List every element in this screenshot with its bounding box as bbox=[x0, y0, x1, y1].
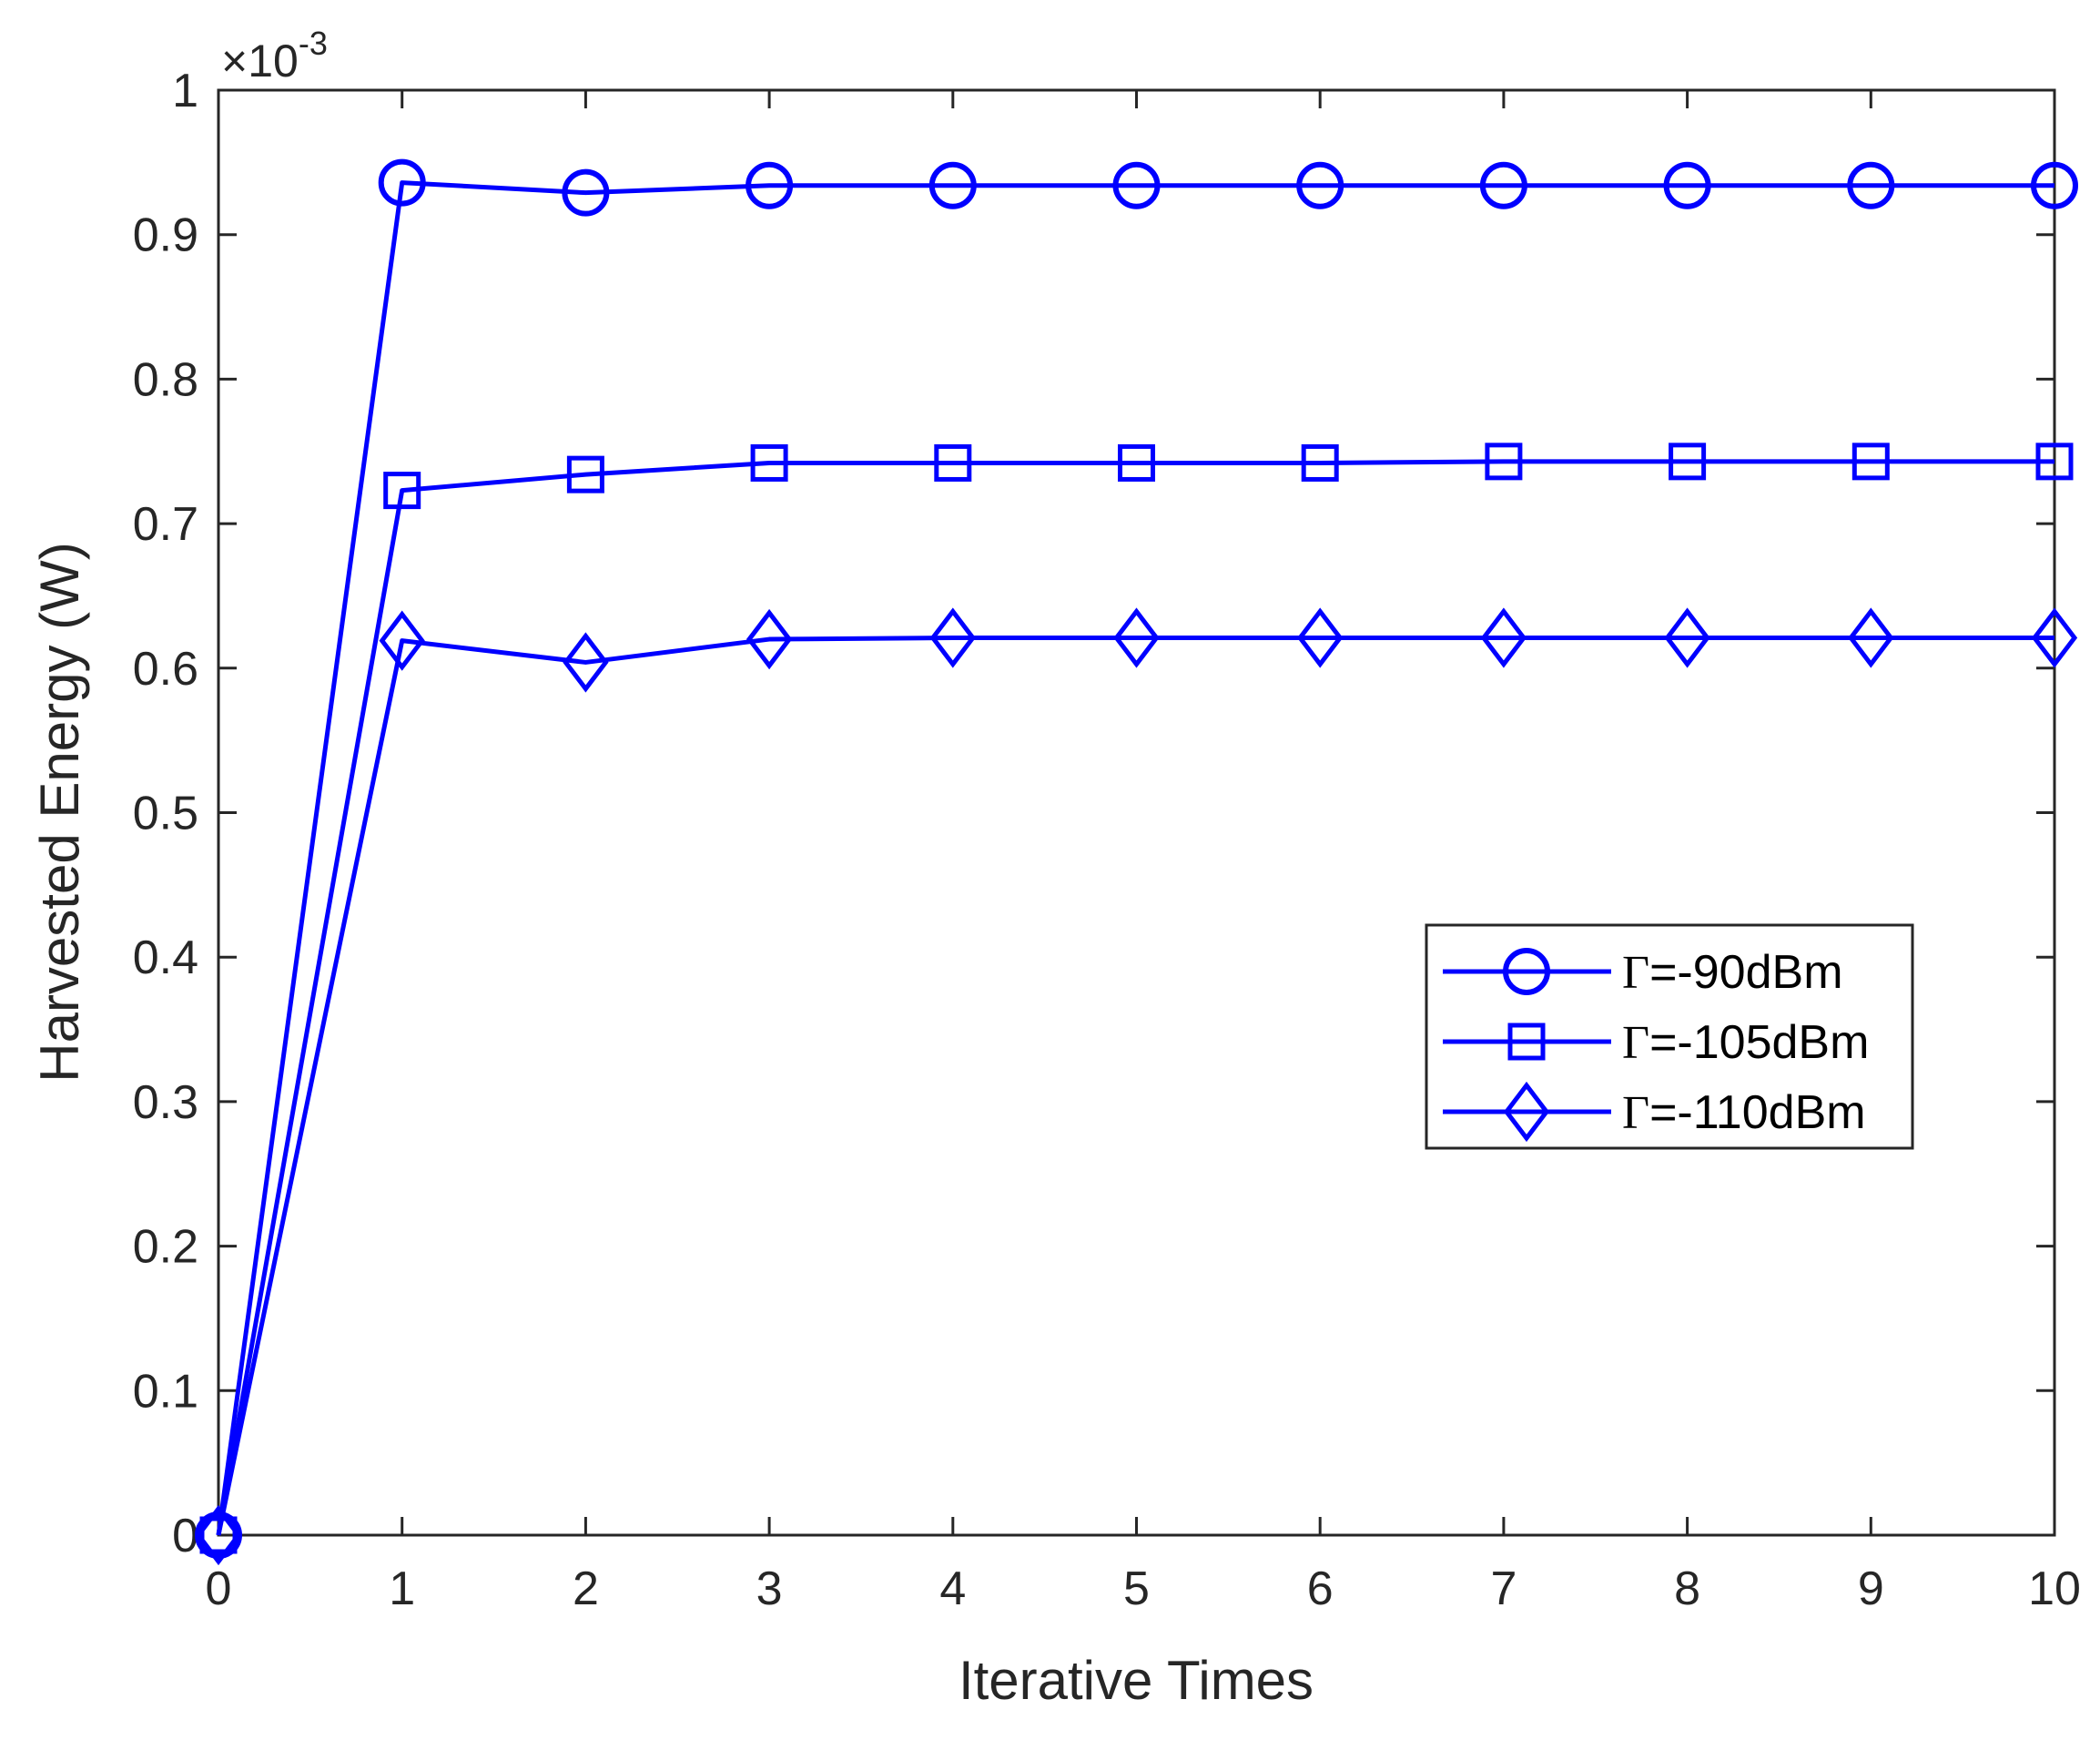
legend-item: Γ=-110dBm bbox=[1443, 1081, 1866, 1143]
square-marker bbox=[750, 443, 788, 482]
diamond-marker bbox=[1480, 607, 1527, 668]
square-marker bbox=[1669, 443, 1707, 481]
plot-area bbox=[218, 90, 2054, 1535]
x-tick-label: 0 bbox=[206, 1562, 232, 1615]
y-multiplier: ×10-3 bbox=[221, 25, 328, 86]
x-tick-label: 9 bbox=[1858, 1562, 1884, 1615]
x-tick-label: 3 bbox=[756, 1562, 783, 1615]
diamond-marker bbox=[1848, 607, 1894, 668]
legend-circle-marker bbox=[1503, 948, 1550, 995]
legend-label: Γ=-105dBm bbox=[1622, 1016, 1869, 1069]
circle-marker bbox=[378, 158, 426, 207]
square-marker bbox=[1485, 443, 1523, 481]
y-tick-label: 0.8 bbox=[133, 353, 198, 406]
circle-marker bbox=[2031, 161, 2078, 209]
axes-box bbox=[217, 88, 2056, 1537]
diamond-marker bbox=[195, 1504, 242, 1566]
circle-marker bbox=[746, 161, 794, 209]
y-tick-label: 0.1 bbox=[133, 1365, 198, 1418]
circle-marker bbox=[1296, 161, 1344, 209]
diamond-marker bbox=[1113, 607, 1160, 668]
x-tick-label: 1 bbox=[389, 1562, 415, 1615]
y-tick-label: 0.9 bbox=[133, 209, 198, 262]
x-tick-label: 7 bbox=[1490, 1562, 1517, 1615]
circle-marker bbox=[1479, 161, 1527, 209]
square-marker bbox=[1118, 443, 1155, 482]
x-tick-label: 10 bbox=[2028, 1562, 2081, 1615]
legend-label-text: =-90dBm bbox=[1649, 946, 1842, 999]
x-axis-title: Iterative Times bbox=[959, 1650, 1314, 1711]
diamond-marker bbox=[929, 607, 976, 668]
diamond-marker bbox=[746, 608, 793, 670]
legend-square-marker bbox=[1507, 1023, 1546, 1061]
square-marker bbox=[199, 1516, 238, 1554]
diamond-marker bbox=[1297, 607, 1344, 668]
series-square bbox=[199, 443, 2074, 1554]
circle-marker bbox=[928, 161, 977, 209]
square-marker bbox=[934, 443, 972, 482]
series-line bbox=[216, 459, 2054, 1536]
y-multiplier-base: ×10 bbox=[221, 36, 299, 86]
x-tick-labels: 0 1 2 3 4 5 6 7 8 9 10 bbox=[206, 1562, 2081, 1615]
legend-gamma-symbol: Γ bbox=[1622, 947, 1649, 999]
legend-label-text: =-110dBm bbox=[1649, 1086, 1866, 1139]
circle-marker bbox=[1663, 161, 1711, 209]
legend-gamma-symbol: Γ bbox=[1622, 1017, 1649, 1069]
diamond-marker bbox=[2031, 607, 2078, 668]
series-layer bbox=[195, 158, 2078, 1566]
y-tick-labels: 0 0.1 0.2 0.3 0.4 0.5 0.6 0.7 0.8 0.9 1 bbox=[133, 65, 198, 1562]
x-tick-label: 5 bbox=[1123, 1562, 1150, 1615]
legend-label-text: =-105dBm bbox=[1649, 1016, 1869, 1069]
series-line bbox=[216, 635, 2054, 1536]
series-line bbox=[216, 180, 2054, 1536]
circle-marker bbox=[562, 168, 610, 217]
diamond-marker bbox=[1664, 607, 1710, 668]
y-tick-label: 0.4 bbox=[133, 931, 198, 984]
x-tick-label: 6 bbox=[1307, 1562, 1334, 1615]
legend-gamma-symbol: Γ bbox=[1622, 1087, 1649, 1139]
y-tick-label: 0 bbox=[172, 1510, 198, 1562]
circle-marker bbox=[1847, 161, 1895, 209]
y-tick-label: 0.6 bbox=[133, 643, 198, 696]
legend-label: Γ=-110dBm bbox=[1622, 1086, 1866, 1139]
legend-item: Γ=-105dBm bbox=[1443, 1016, 1869, 1069]
circle-marker bbox=[1112, 161, 1161, 209]
y-tick-label: 0.3 bbox=[133, 1076, 198, 1129]
square-marker bbox=[566, 455, 604, 494]
y-tick-label: 0.2 bbox=[133, 1221, 198, 1274]
y-multiplier-exponent: -3 bbox=[299, 25, 328, 62]
series-diamond bbox=[195, 607, 2078, 1566]
square-marker bbox=[2035, 443, 2074, 481]
y-axis-title: Harvested Energy (W) bbox=[29, 542, 90, 1083]
square-marker bbox=[1851, 443, 1890, 481]
y-tick-label: 0.5 bbox=[133, 788, 198, 840]
x-tick-label: 2 bbox=[573, 1562, 599, 1615]
legend-diamond-marker bbox=[1503, 1081, 1550, 1143]
square-marker bbox=[383, 472, 421, 510]
diamond-marker bbox=[563, 632, 609, 693]
y-tick-label: 0.7 bbox=[133, 498, 198, 551]
legend-label: Γ=-90dBm bbox=[1622, 946, 1843, 999]
diamond-marker bbox=[379, 610, 425, 671]
square-marker bbox=[1301, 443, 1339, 482]
x-tick-label: 4 bbox=[939, 1562, 966, 1615]
legend-item: Γ=-90dBm bbox=[1443, 946, 1843, 999]
x-tick-label: 8 bbox=[1674, 1562, 1700, 1615]
y-tick-label: 1 bbox=[172, 65, 198, 117]
